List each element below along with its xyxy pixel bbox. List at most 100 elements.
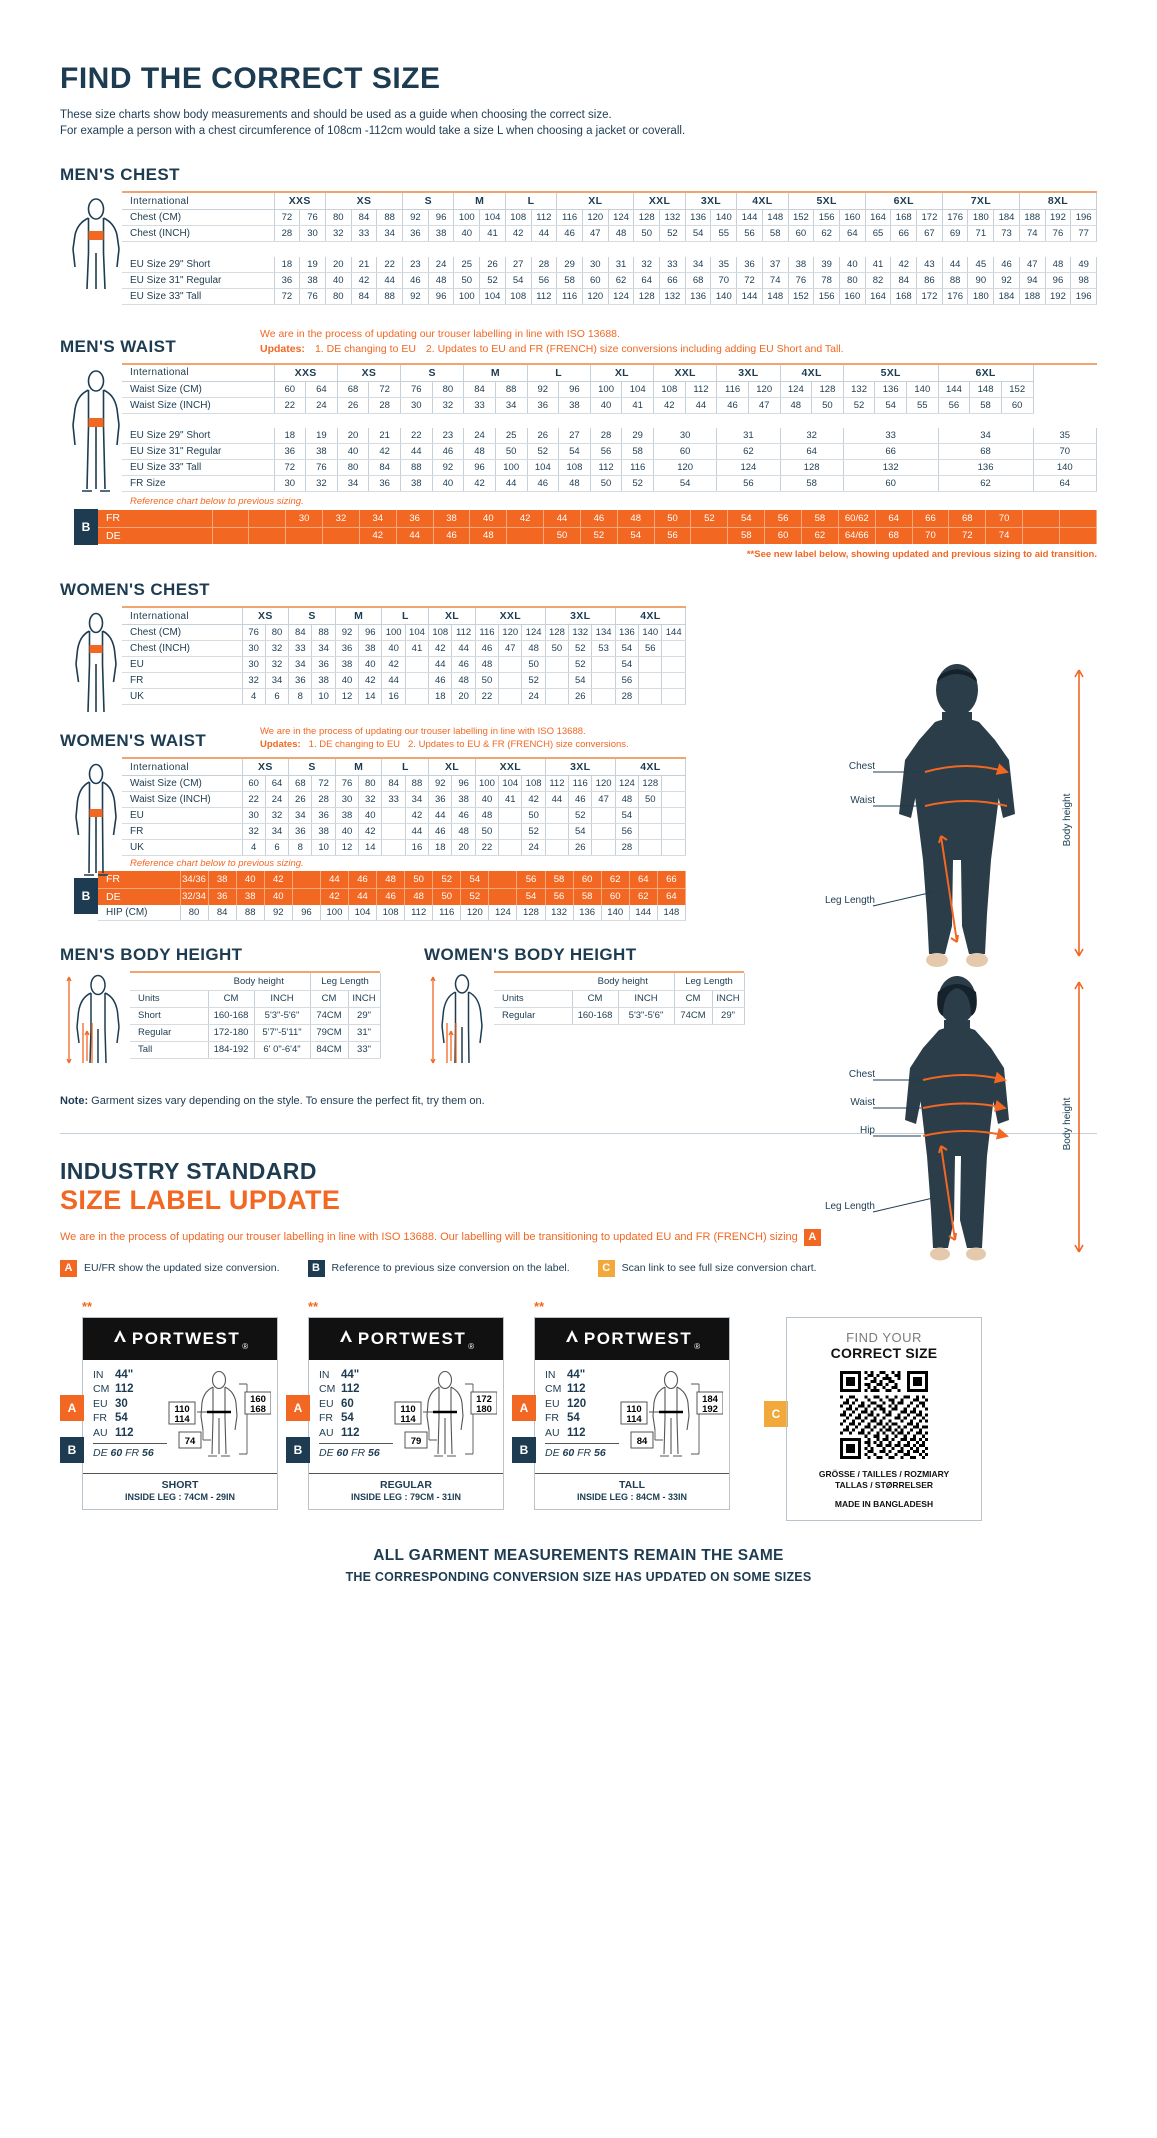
cell: 40	[358, 656, 383, 673]
cell: 148	[657, 905, 687, 921]
cell: 184-192	[208, 1041, 255, 1059]
cell: 88	[400, 459, 433, 476]
spec-unit: CM	[545, 1383, 562, 1395]
cell: 34	[938, 428, 1034, 444]
qr-code-icon[interactable]	[840, 1370, 928, 1459]
card-fit-detail: INSIDE LEG : 79CM - 31IN	[350, 1491, 462, 1502]
cell: 40	[839, 256, 866, 273]
cell: 58	[556, 272, 583, 289]
spec-value: 120	[567, 1397, 587, 1410]
cell: 22	[400, 428, 433, 444]
cell: 172	[916, 209, 943, 226]
qr-title-thin: FIND YOUR	[846, 1329, 922, 1345]
spec-row-eu: EU 60	[319, 1397, 393, 1412]
row-label: Regular	[494, 1007, 573, 1025]
cell: 136	[938, 459, 1034, 476]
size-header-3xl: 3XL	[545, 608, 616, 625]
portwest-wordmark: PORTWEST	[583, 1328, 693, 1348]
cell: 116	[568, 775, 593, 792]
section-title-womens-chest: WOMEN'S CHEST	[60, 580, 210, 599]
reference-row: FR 34/36 38 40 42 44 46 48 50 52 54 56 58 60 62 64 66	[98, 871, 687, 888]
legend-text: Scan link to see full size conversion ch…	[621, 1262, 817, 1274]
cell: 42	[505, 225, 532, 242]
spec-value: 54	[341, 1412, 354, 1424]
cell: 14	[358, 839, 383, 856]
cell: 34	[376, 225, 404, 242]
spec-unit: AU	[319, 1426, 334, 1439]
cell	[661, 807, 686, 824]
col-header: CM	[208, 990, 255, 1008]
cell: 46	[580, 510, 618, 527]
cell: 36	[208, 887, 237, 905]
cell: 124	[608, 288, 635, 305]
diagram-waist-lower: 114	[626, 1414, 642, 1425]
portwest-logo: PORTWEST ®	[83, 1317, 277, 1360]
cell: 12	[335, 688, 360, 705]
size-header-xxl: XXL	[475, 608, 546, 625]
qr-card[interactable]: FIND YOUR CORRECT SIZE	[786, 1316, 982, 1521]
cell: 144	[938, 381, 971, 398]
cell: 88	[376, 288, 404, 305]
cell: 66	[843, 443, 939, 460]
cell: 120	[582, 209, 609, 226]
cell: 112	[531, 209, 558, 226]
cell: 56	[615, 672, 640, 689]
womens-waist-reference-note: Reference chart below to previous sizing…	[130, 858, 304, 869]
cell: 128	[633, 209, 661, 226]
footer-line-2: THE CORRESPONDING CONVERSION SIZE HAS UP…	[345, 1570, 812, 1584]
cell: 32	[265, 656, 290, 673]
key-a-inline: A	[803, 1228, 821, 1246]
cell: 38	[400, 475, 433, 492]
cell: 116	[432, 905, 462, 921]
size-header-xs: XS	[242, 608, 290, 625]
col-header: INCH	[254, 990, 311, 1008]
cell	[661, 839, 686, 856]
final-note: Note: Garment sizes vary depending on th…	[60, 1095, 1097, 1107]
cell: 92	[402, 288, 429, 305]
cell: 112	[451, 624, 476, 641]
cell: 60	[242, 775, 266, 792]
cell: 62	[801, 526, 839, 544]
size-header-xxl: XXL	[653, 364, 718, 382]
cell: 36	[428, 791, 453, 808]
cell: 31	[716, 428, 781, 444]
cell: 96	[428, 288, 455, 305]
cell: 44	[495, 475, 528, 492]
cell: 70	[710, 272, 738, 289]
table-row: Short 160-168 5'3"-5'6" 74CM 29"	[130, 1007, 381, 1025]
card-spec-area: IN 44" CM 112 EU 120 FR 54 AU 112 DE 60 FR 56 110 11…	[535, 1360, 729, 1473]
row-label: EU Size 33" Tall	[122, 459, 275, 476]
cell: 120	[748, 381, 781, 398]
cell: 156	[813, 209, 840, 226]
key-c-badge: C	[597, 1259, 615, 1277]
portwest-wordmark: PORTWEST	[131, 1328, 241, 1348]
cell: 44	[428, 656, 453, 673]
cell: 100	[453, 209, 481, 226]
card-fit-detail: INSIDE LEG : 74CM - 29IN	[124, 1491, 236, 1502]
female-leg-length-label: Leg Length	[825, 1201, 875, 1212]
cell: 30	[242, 807, 266, 824]
card-spec-area: IN 44" CM 112 EU 60 FR 54 AU 112 DE 60 FR 56 110 114…	[309, 1360, 503, 1473]
cell: 132	[659, 288, 686, 305]
card-fit-name: SHORT	[161, 1478, 199, 1491]
cell: 50	[638, 791, 663, 808]
cell: 76	[788, 272, 815, 289]
cell: 4	[242, 688, 266, 705]
cell: 92	[264, 905, 293, 921]
size-label-update-title: SIZE LABEL UPDATE	[60, 1184, 341, 1215]
cell: 140	[710, 209, 738, 226]
legend-item-b: B Reference to previous size conversion o…	[307, 1259, 570, 1277]
cell: 152	[788, 288, 815, 305]
cell: 156	[813, 288, 840, 305]
size-header-5xl: 5XL	[843, 364, 939, 382]
cell: 36	[335, 640, 360, 657]
cell	[661, 656, 686, 673]
card-fit-name: TALL	[618, 1478, 646, 1491]
cell: 48	[617, 510, 655, 527]
size-header-m: M	[335, 608, 383, 625]
cell: 104	[479, 288, 506, 305]
cell: 46	[428, 672, 453, 689]
mens-body-height-block: MEN'S BODY HEIGHT	[60, 945, 381, 1064]
cell: 47	[591, 791, 616, 808]
col-header: CM	[310, 990, 349, 1008]
